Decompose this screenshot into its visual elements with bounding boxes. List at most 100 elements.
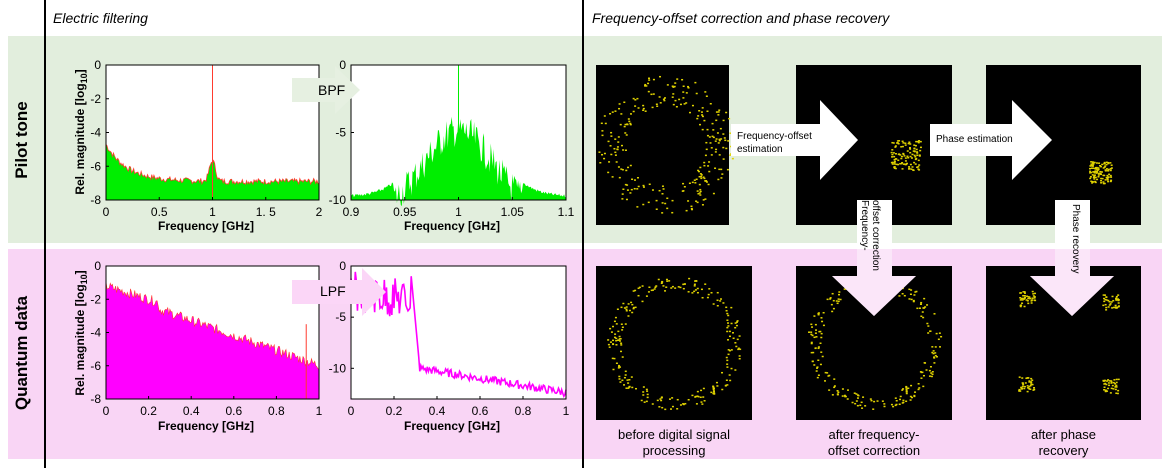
pilot-raw-point <box>711 122 714 125</box>
quantum-phase-point <box>1019 299 1022 301</box>
pilot-phase-point <box>1093 174 1096 176</box>
quantum-phase-point <box>1032 293 1035 295</box>
x-tick-label: 0.6 <box>225 404 242 418</box>
quantum-raw-point <box>726 363 729 365</box>
quantum-freq-point <box>819 363 822 366</box>
pilot-freq-point <box>892 142 895 144</box>
quantum-freq-point <box>821 320 824 323</box>
quantum-phase-point <box>1034 292 1037 295</box>
quantum-raw-point <box>721 388 724 391</box>
quantum-raw-point <box>607 343 610 346</box>
quantum-raw-point <box>646 390 649 392</box>
y-tick-label: -2 <box>90 292 101 306</box>
quantum-freq-point <box>832 299 835 302</box>
pilot-freq-point <box>909 151 912 154</box>
pilot-freq-point <box>895 163 898 166</box>
pilot-freq-point <box>916 152 919 154</box>
quantum-phase-point <box>1105 309 1108 311</box>
x-axis-label-2: Frequency [GHz] <box>404 219 501 233</box>
pilot-raw-point <box>717 114 720 116</box>
quantum-freq-point <box>816 366 819 368</box>
x-tick-label: 0.9 <box>343 205 360 219</box>
quantum-freq-point <box>836 390 839 392</box>
quantum-freq-point <box>830 303 833 306</box>
quantum-raw-point <box>631 386 634 389</box>
quantum-raw-point <box>623 376 626 379</box>
pilot-raw-point <box>626 123 629 126</box>
quantum-phase-point <box>1114 385 1117 388</box>
quantum-freq-point <box>895 403 898 406</box>
quantum-freq-point <box>892 405 895 408</box>
pilot-raw-point <box>655 208 658 210</box>
quantum-phase-point <box>1109 392 1112 394</box>
pilot-raw-point <box>601 130 604 132</box>
caption-after-freq-offset-line1: after frequency- <box>828 427 920 442</box>
quantum-phase-point <box>1110 387 1113 390</box>
quantum-raw-point <box>656 399 659 402</box>
pilot-raw-point <box>662 98 665 101</box>
quantum-raw-point <box>625 306 628 308</box>
quantum-raw-point <box>726 339 729 341</box>
quantum-phase-point <box>1114 306 1117 308</box>
quantum-freq-point <box>810 323 813 326</box>
quantum-freq-point <box>938 346 941 348</box>
quantum-freq-point <box>905 386 908 389</box>
quantum-raw-point <box>706 296 709 299</box>
pilot-phase-point <box>1094 176 1097 179</box>
quantum-raw-point <box>620 323 623 325</box>
quantum-freq-point <box>932 350 935 352</box>
quantum-freq-point <box>833 378 836 380</box>
quantum-raw-point <box>668 398 671 400</box>
quantum-raw-point <box>713 390 716 393</box>
quantum-freq-point <box>917 388 920 391</box>
pilot-raw-point <box>625 134 628 136</box>
quantum-freq-point <box>914 291 917 293</box>
phase-estimation-label: Phase estimation <box>936 134 1013 145</box>
pilot-raw-point <box>691 181 694 184</box>
pilot-phase-point <box>1096 169 1099 171</box>
pilot-raw-point <box>642 184 645 187</box>
pilot-raw-point <box>709 102 712 105</box>
quantum-phase-point <box>1117 306 1120 308</box>
pilot-raw-point <box>637 107 640 109</box>
pilot-freq-point <box>908 166 911 168</box>
pilot-freq-point <box>891 149 894 151</box>
quantum-phase-point <box>1030 383 1033 386</box>
quantum-raw-point <box>710 291 713 294</box>
pilot-freq-point <box>893 160 896 163</box>
pilot-raw-point <box>618 176 621 179</box>
quantum-freq-point <box>928 375 931 377</box>
quantum-raw-point <box>730 349 733 351</box>
pilot-phase-point <box>1092 167 1095 169</box>
quantum-freq-point <box>907 387 910 390</box>
pilot-raw-point <box>687 200 690 202</box>
quantum-phase-point <box>1030 382 1033 384</box>
quantum-phase-point <box>1021 377 1024 379</box>
quantum-phase-point <box>1031 299 1034 301</box>
pilot-freq-point <box>909 148 912 150</box>
pilot-raw-point <box>703 119 706 122</box>
quantum-freq-point <box>917 383 920 385</box>
quantum-freq-point <box>922 374 925 377</box>
pilot-phase-point <box>1094 167 1097 170</box>
quantum-freq-point <box>836 302 839 305</box>
quantum-raw-point <box>696 395 699 397</box>
quantum-phase-point <box>1105 296 1108 299</box>
quantum-raw-point <box>609 327 612 330</box>
quantum-raw-point <box>632 307 635 310</box>
pilot-raw-point <box>703 177 706 180</box>
quantum-spectrum-area <box>106 281 319 399</box>
pilot-raw-point <box>699 194 702 196</box>
quantum-raw-point <box>693 283 696 286</box>
quantum-raw-point <box>694 280 697 282</box>
quantum-freq-point <box>910 384 913 387</box>
pilot-raw-point <box>613 147 616 150</box>
quantum-phase-point <box>1027 302 1030 305</box>
quantum-raw-point <box>646 396 649 399</box>
quantum-phase-point <box>1110 301 1113 303</box>
quantum-freq-point <box>815 336 818 338</box>
quantum-raw-point <box>734 369 737 371</box>
pilot-raw-point <box>648 183 651 186</box>
pilot-raw-point <box>629 123 632 126</box>
quantum-phase-point <box>1110 380 1113 382</box>
